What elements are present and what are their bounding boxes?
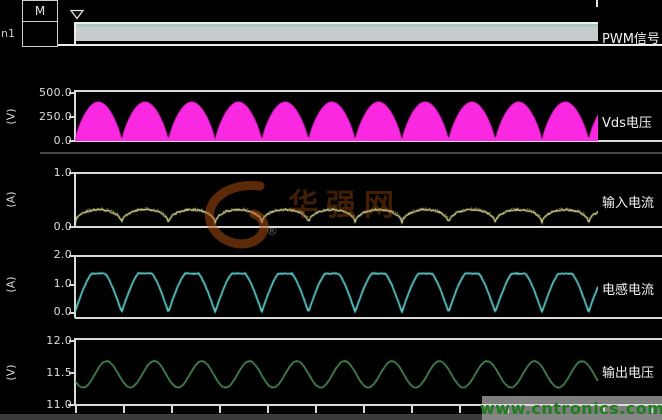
vout-axis-dash [69, 340, 75, 342]
watermark-swirl-icon [205, 181, 269, 249]
iin-panel-label: 输入电流 [602, 196, 655, 211]
il-unit-label: (A) [4, 276, 18, 293]
il-panel-label: 电感电流 [602, 283, 655, 298]
x-axis-tick [555, 406, 557, 413]
vds-frame-top [75, 90, 662, 92]
iin-axis-dash [69, 226, 75, 228]
vds-waveform [75, 91, 598, 141]
il-axis-dash [69, 284, 75, 286]
panel-separator [40, 152, 662, 154]
cursor-tick [596, 0, 598, 7]
x-axis-tick [603, 406, 605, 413]
trigger-marker-icon [69, 9, 85, 20]
x-axis-tick [459, 406, 461, 413]
output-voltage-waveform [75, 338, 598, 405]
x-axis-tick [363, 406, 365, 413]
pwm-band-top-border [75, 22, 598, 24]
vout-ytick-115: 11.5 [46, 366, 72, 379]
vout-axis-dash [69, 372, 75, 374]
vds-unit-label: (V) [4, 108, 18, 125]
vds-ytick-0: 0.0 [53, 134, 72, 147]
iin-ytick-1: 1.0 [53, 166, 72, 179]
watermark-brand-text: 华强网 [288, 188, 402, 223]
vds-panel-label: Vds电压 [602, 116, 652, 131]
measure-box-label: M [23, 1, 57, 22]
x-axis-tick [267, 406, 269, 413]
vds-axis-left [74, 90, 76, 141]
x-axis-tick [123, 406, 125, 413]
il-ytick-0: 0.0 [53, 305, 72, 318]
channel-label: n1 [1, 27, 15, 40]
x-axis-tick [315, 406, 317, 413]
x-axis-tick [75, 406, 77, 413]
watermark-url: www.cntronics.com [480, 399, 662, 418]
iin-unit-label: (A) [4, 191, 18, 208]
measure-box-empty-cell [23, 22, 57, 44]
vds-axis-dash [69, 92, 75, 94]
pwm-signal-band [75, 24, 598, 41]
vout-unit-label: (V) [4, 364, 18, 381]
vout-ytick-11: 11.0 [46, 398, 72, 411]
x-axis-tick [507, 406, 509, 413]
il-frame-bottom [75, 317, 662, 319]
vout-ytick-12: 12.0 [46, 334, 72, 347]
iin-axis-dash [69, 172, 75, 174]
vds-ytick-250: 250.0 [39, 110, 72, 123]
il-ytick-2: 2.0 [53, 248, 72, 261]
pwm-panel-label: PWM信号 [602, 32, 660, 47]
inductor-current-waveform [75, 255, 598, 317]
il-axis-left [74, 255, 76, 318]
il-ytick-1: 1.0 [53, 277, 72, 290]
bottom-strip [0, 414, 662, 420]
x-axis-tick [651, 406, 653, 413]
vds-axis-dash [69, 116, 75, 118]
iin-ytick-0: 0.0 [53, 220, 72, 233]
x-axis-tick [411, 406, 413, 413]
x-axis-tick [219, 406, 221, 413]
il-axis-dash [69, 255, 75, 257]
vout-axis-left [74, 338, 76, 405]
vout-panel-label: 输出电压 [602, 366, 655, 381]
x-axis-tick [171, 406, 173, 413]
measure-box: M [22, 0, 58, 47]
vds-axis-dash [69, 140, 75, 142]
watermark-registered-icon: ® [266, 224, 278, 238]
pwm-band-left-border [74, 22, 76, 46]
vds-ytick-500: 500.0 [39, 86, 72, 99]
il-axis-dash [69, 312, 75, 314]
input-current-waveform [75, 172, 598, 227]
iin-axis-left [74, 172, 76, 228]
x-axis-line [68, 404, 662, 406]
pwm-baseline [58, 44, 662, 46]
